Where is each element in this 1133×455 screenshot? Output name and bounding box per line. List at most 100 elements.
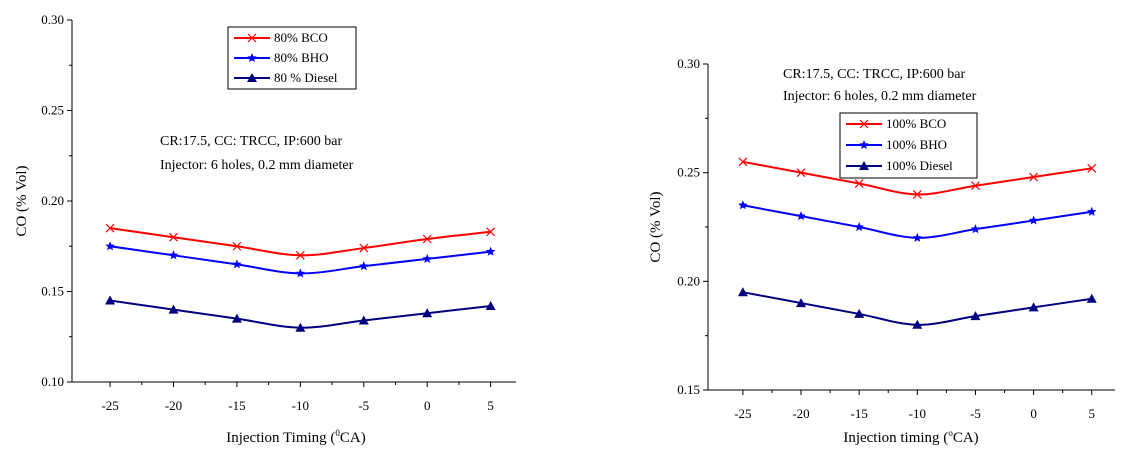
y-tick-label: 0.30 bbox=[677, 56, 700, 71]
legend-label: 80% BCO bbox=[274, 30, 328, 45]
annotation-line: CR:17.5, CC: TRCC, IP:600 bar bbox=[783, 67, 965, 82]
x-tick-label: -25 bbox=[101, 398, 118, 413]
marker-x-stroke bbox=[169, 232, 178, 242]
series-x bbox=[738, 157, 1097, 199]
x-tick-label: -20 bbox=[792, 406, 809, 421]
point-2-3 bbox=[912, 319, 923, 329]
x-tick-label: 5 bbox=[487, 398, 494, 413]
point-2-3 bbox=[295, 322, 306, 332]
marker-x-stroke bbox=[359, 243, 369, 253]
series-triangle bbox=[737, 287, 1097, 329]
annotation-line: Injector: 6 holes, 0.2 mm diameter bbox=[160, 158, 354, 173]
x-tick-label: -10 bbox=[909, 406, 926, 421]
series-star bbox=[738, 200, 1097, 242]
legend-label: 80% BHO bbox=[274, 50, 329, 65]
legend: 80% BCO 80% BHO 80 % Diesel bbox=[227, 26, 357, 90]
legend: 100% BCO 100% BHO 100% Diesel bbox=[839, 112, 978, 179]
point-0-0 bbox=[105, 223, 115, 233]
point-1-4 bbox=[359, 261, 369, 271]
marker-x-stroke bbox=[738, 157, 748, 167]
point-2-2 bbox=[231, 313, 242, 323]
legend-label: 100% Diesel bbox=[886, 158, 953, 173]
y-tick-label: 0.30 bbox=[41, 12, 64, 27]
legend-label: 80 % Diesel bbox=[274, 70, 338, 85]
point-2-4 bbox=[358, 315, 369, 325]
point-0-2 bbox=[232, 241, 242, 251]
point-1-2 bbox=[232, 259, 242, 269]
marker-x-stroke bbox=[1029, 172, 1039, 182]
marker-x-stroke bbox=[295, 250, 305, 260]
point-2-1 bbox=[796, 298, 807, 308]
point-1-5 bbox=[1028, 215, 1039, 225]
point-0-2 bbox=[854, 179, 864, 188]
x-tick-label: -15 bbox=[228, 398, 245, 413]
x-tick-label: 0 bbox=[424, 398, 431, 413]
point-1-6 bbox=[485, 246, 496, 256]
marker-x-stroke bbox=[796, 168, 806, 178]
point-0-3 bbox=[295, 250, 305, 260]
point-legend-0 bbox=[247, 33, 257, 43]
point-0-1 bbox=[169, 232, 178, 242]
x-tick-label: -25 bbox=[734, 406, 751, 421]
point-2-6 bbox=[1086, 293, 1097, 303]
annotation-line: CR:17.5, CC: TRCC, IP:600 bar bbox=[160, 134, 342, 149]
legend-item: 80% BCO bbox=[234, 30, 328, 45]
legend-item: 100% BCO bbox=[846, 116, 946, 131]
point-1-1 bbox=[796, 211, 806, 221]
marker-x-stroke bbox=[232, 241, 242, 251]
point-legend-2 bbox=[247, 73, 257, 82]
y-tick-label: 0.25 bbox=[677, 165, 700, 180]
y-axis-title: CO (% Vol) bbox=[14, 165, 30, 236]
marker-x-stroke bbox=[486, 227, 496, 237]
point-1-0 bbox=[105, 241, 115, 251]
point-1-4 bbox=[970, 224, 981, 234]
point-legend-0 bbox=[859, 119, 869, 129]
point-legend-2 bbox=[859, 161, 869, 170]
series-triangle bbox=[105, 295, 496, 332]
y-tick-label: 0.20 bbox=[41, 193, 64, 208]
marker-x-stroke bbox=[1087, 163, 1097, 173]
point-0-1 bbox=[796, 168, 806, 178]
x-tick-label: 5 bbox=[1088, 406, 1095, 421]
legend-item: 100% Diesel bbox=[846, 158, 953, 173]
marker-x-stroke bbox=[859, 119, 869, 129]
legend-item: 80 % Diesel bbox=[234, 70, 338, 85]
point-2-0 bbox=[737, 287, 748, 297]
legend-label: 100% BHO bbox=[886, 137, 947, 152]
point-1-3 bbox=[912, 232, 923, 242]
point-0-4 bbox=[971, 181, 980, 191]
y-tick-label: 0.15 bbox=[677, 382, 700, 397]
point-2-5 bbox=[422, 308, 433, 318]
marker-x-stroke bbox=[912, 189, 922, 199]
x-tick-label: -5 bbox=[970, 406, 981, 421]
series-x bbox=[105, 223, 496, 260]
series-line bbox=[109, 227, 491, 257]
point-1-6 bbox=[1086, 206, 1097, 216]
marker-x-stroke bbox=[422, 234, 432, 244]
point-1-2 bbox=[854, 222, 864, 232]
point-legend-1 bbox=[859, 140, 869, 150]
point-0-5 bbox=[422, 234, 432, 244]
x-tick-label: -10 bbox=[292, 398, 309, 413]
point-0-3 bbox=[912, 189, 922, 199]
point-1-0 bbox=[738, 200, 748, 210]
x-tick-label: 0 bbox=[1030, 406, 1037, 421]
annotation-line: Injector: 6 holes, 0.2 mm diameter bbox=[783, 89, 977, 104]
marker-x-stroke bbox=[971, 181, 980, 191]
y-tick-label: 0.15 bbox=[41, 284, 64, 299]
x-tick-label: -20 bbox=[165, 398, 182, 413]
point-0-6 bbox=[486, 227, 496, 237]
point-1-3 bbox=[295, 268, 306, 278]
point-0-0 bbox=[738, 157, 748, 167]
point-legend-1 bbox=[247, 53, 257, 63]
point-0-6 bbox=[1087, 163, 1097, 173]
marker-x-stroke bbox=[105, 223, 115, 233]
point-1-1 bbox=[168, 250, 179, 260]
point-0-5 bbox=[1029, 172, 1039, 182]
x-tick-label: -15 bbox=[850, 406, 867, 421]
point-2-6 bbox=[485, 300, 496, 310]
x-axis-title: Injection timing (oCA) bbox=[843, 428, 978, 446]
point-2-2 bbox=[854, 308, 865, 318]
point-2-0 bbox=[105, 295, 116, 305]
